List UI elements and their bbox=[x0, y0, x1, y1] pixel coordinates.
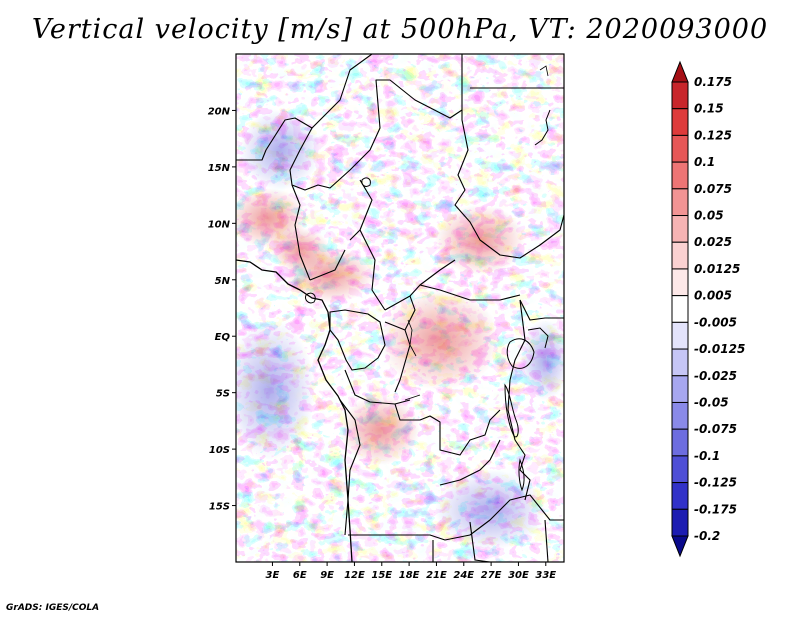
colorbar-label: 0.005 bbox=[694, 289, 732, 303]
colorbar-label: -0.125 bbox=[694, 476, 737, 490]
colorbar-label: 0.075 bbox=[694, 182, 732, 196]
colorbar-band bbox=[671, 455, 689, 484]
lat-tick-label: 5N bbox=[215, 276, 231, 287]
colorbar-label: 0.125 bbox=[694, 128, 732, 142]
lon-tick-label: 33E bbox=[535, 570, 556, 581]
colorbar-band bbox=[671, 81, 689, 110]
colorbar-band bbox=[671, 188, 689, 217]
lon-tick-label: 9E bbox=[320, 570, 334, 581]
colorbar-band bbox=[671, 295, 689, 323]
lon-tick-label: 15E bbox=[371, 570, 392, 581]
colorbar-label: 0.05 bbox=[694, 209, 724, 223]
lon-tick-label: 24E bbox=[453, 570, 474, 581]
lat-tick-label: 5S bbox=[216, 389, 230, 400]
lon-tick-label: 21E bbox=[426, 570, 447, 581]
page-title: Vertical velocity [m/s] at 500hPa, VT: 2… bbox=[31, 14, 769, 45]
lat-tick-label: EQ bbox=[215, 332, 231, 343]
lakes bbox=[361, 109, 551, 492]
colorbar-label: -0.05 bbox=[694, 395, 729, 409]
colorbar-label: -0.025 bbox=[694, 369, 737, 383]
map-frame bbox=[235, 53, 565, 563]
colorbar-label: -0.175 bbox=[694, 502, 737, 516]
lat-tick-label: 20N bbox=[208, 106, 231, 117]
colorbar: 0.175 0.15 0.125 0.1 0.075 0.05 0.025 0.0125 0.0… bbox=[671, 60, 745, 558]
colorbar-label: -0.075 bbox=[694, 422, 737, 436]
credit-label: GrADS: IGES/COLA bbox=[6, 603, 100, 613]
colorbar-label: -0.1 bbox=[694, 449, 720, 463]
colorbar-label: 0.025 bbox=[694, 235, 732, 249]
lon-tick-label: 12E bbox=[344, 570, 365, 581]
colorbar-band bbox=[671, 482, 689, 510]
colorbar-band bbox=[671, 401, 689, 430]
colorbar-band bbox=[671, 428, 689, 457]
colorbar-label: 0.175 bbox=[694, 75, 732, 89]
colorbar-band bbox=[671, 348, 689, 377]
convective-patches bbox=[236, 110, 564, 550]
coastline bbox=[236, 259, 353, 562]
colorbar-label: -0.0125 bbox=[694, 342, 745, 356]
colorbar-band bbox=[671, 241, 689, 270]
colorbar-band bbox=[671, 321, 689, 350]
colorbar-band bbox=[671, 375, 689, 403]
colorbar-label: 0.15 bbox=[694, 102, 724, 116]
lat-tick-label: 10S bbox=[209, 445, 230, 456]
map-panel: 3E 6E 9E 12E 15E 18E 21E 24E 27E 30E 33E 20N 15N 10N… bbox=[208, 53, 565, 581]
lon-tick-label: 27E bbox=[481, 570, 502, 581]
lat-tick-label: 10N bbox=[208, 219, 231, 230]
colorbar-label: -0.005 bbox=[694, 315, 737, 329]
lat-tick-label: 15N bbox=[208, 163, 231, 174]
colorbar-label: -0.2 bbox=[694, 529, 720, 543]
lon-tick-label: 30E bbox=[508, 570, 529, 581]
colorbar-band bbox=[671, 268, 689, 297]
rivers bbox=[404, 65, 549, 401]
country-borders bbox=[236, 54, 564, 562]
colorbar-label: 0.0125 bbox=[694, 262, 740, 276]
lon-tick-label: 18E bbox=[399, 570, 420, 581]
longitude-axis: 3E 6E 9E 12E 15E 18E 21E 24E 27E 30E 33E bbox=[266, 562, 556, 581]
colorbar-band bbox=[671, 508, 689, 537]
colorbar-band bbox=[671, 134, 689, 163]
latitude-axis: 20N 15N 10N 5N EQ 5S 10S 15S bbox=[208, 106, 236, 513]
lat-tick-label: 15S bbox=[209, 502, 230, 513]
colorbar-top-arrow bbox=[671, 60, 689, 83]
colorbar-label: 0.1 bbox=[694, 155, 715, 169]
colorbar-band bbox=[671, 161, 689, 190]
lon-tick-label: 3E bbox=[266, 570, 280, 581]
colorbar-bottom-arrow bbox=[671, 535, 689, 558]
colorbar-band bbox=[671, 215, 689, 243]
lon-tick-label: 6E bbox=[293, 570, 307, 581]
colorbar-band bbox=[671, 108, 689, 136]
